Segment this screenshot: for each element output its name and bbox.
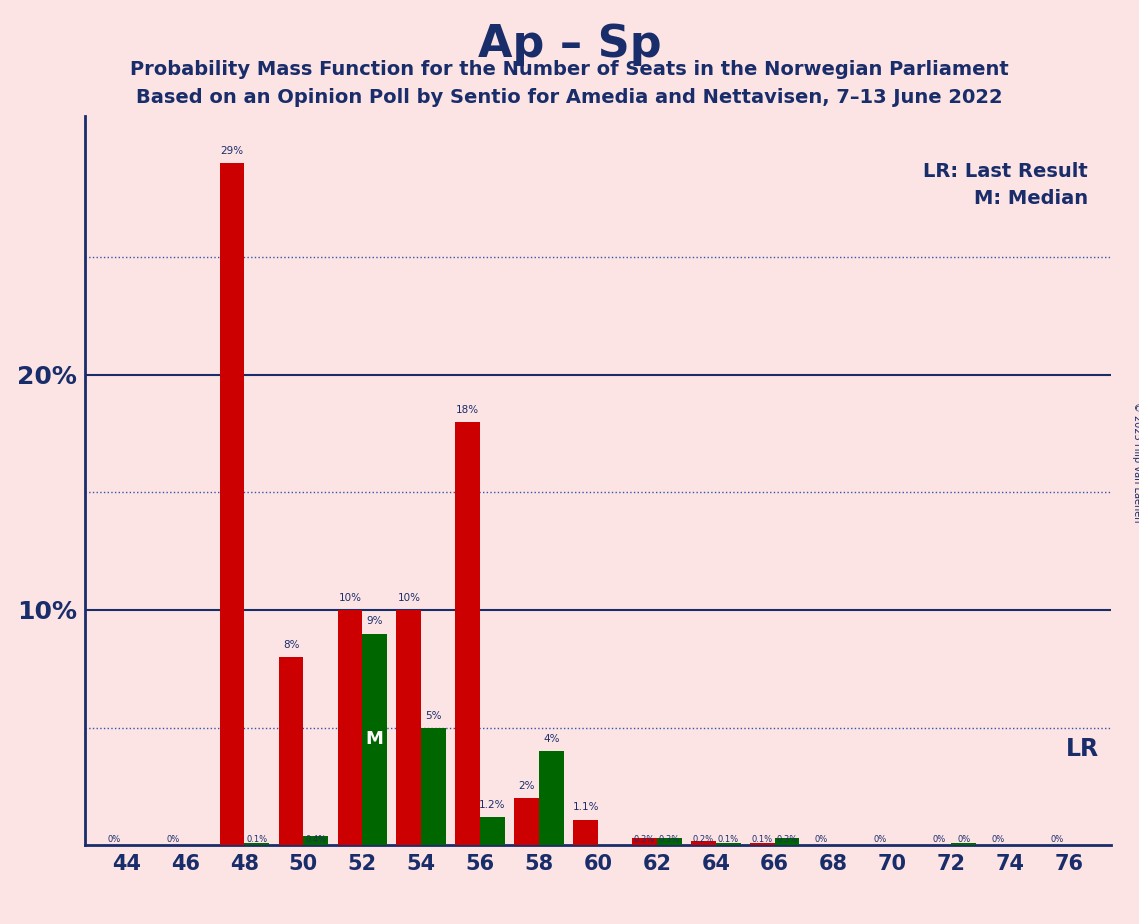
Text: 0.1%: 0.1%: [246, 835, 268, 845]
Text: M: M: [366, 731, 384, 748]
Bar: [657, 838, 681, 845]
Text: 0.4%: 0.4%: [305, 835, 327, 845]
Text: 9%: 9%: [367, 616, 383, 626]
Text: 4%: 4%: [543, 735, 559, 744]
Text: Probability Mass Function for the Number of Seats in the Norwegian Parliament: Probability Mass Function for the Number…: [130, 60, 1009, 79]
Text: 0%: 0%: [874, 835, 887, 845]
Text: 0%: 0%: [957, 835, 970, 845]
Text: 0.3%: 0.3%: [658, 835, 680, 845]
Bar: [456, 421, 481, 845]
Text: 1.2%: 1.2%: [480, 800, 506, 810]
Bar: [573, 820, 598, 845]
Text: 5%: 5%: [425, 711, 442, 721]
Text: LR: Last Result: LR: Last Result: [923, 162, 1088, 181]
Text: Ap – Sp: Ap – Sp: [477, 23, 662, 67]
Text: 0.3%: 0.3%: [777, 835, 797, 845]
Text: 0%: 0%: [991, 835, 1005, 845]
Text: 0.3%: 0.3%: [634, 835, 655, 845]
Text: M: Median: M: Median: [974, 189, 1088, 209]
Bar: [337, 610, 362, 845]
Bar: [362, 634, 387, 845]
Bar: [775, 838, 800, 845]
Text: 0%: 0%: [933, 835, 945, 845]
Text: Based on an Opinion Poll by Sentio for Amedia and Nettavisen, 7–13 June 2022: Based on an Opinion Poll by Sentio for A…: [137, 88, 1002, 107]
Text: 18%: 18%: [457, 405, 480, 415]
Text: 0.1%: 0.1%: [752, 835, 773, 845]
Text: 10%: 10%: [398, 593, 420, 603]
Text: 10%: 10%: [338, 593, 361, 603]
Bar: [303, 836, 328, 845]
Text: 29%: 29%: [221, 146, 244, 155]
Bar: [691, 841, 715, 845]
Bar: [481, 817, 505, 845]
Bar: [279, 657, 303, 845]
Text: 0%: 0%: [166, 835, 180, 845]
Text: 0%: 0%: [814, 835, 828, 845]
Text: 8%: 8%: [282, 640, 300, 650]
Bar: [421, 728, 446, 845]
Text: 0%: 0%: [108, 835, 121, 845]
Text: 0.1%: 0.1%: [718, 835, 739, 845]
Bar: [749, 843, 775, 845]
Bar: [245, 843, 269, 845]
Bar: [539, 751, 564, 845]
Text: 0.2%: 0.2%: [693, 835, 714, 845]
Text: 1.1%: 1.1%: [573, 803, 599, 812]
Text: © 2025 Filip van Laenen: © 2025 Filip van Laenen: [1132, 402, 1139, 522]
Text: LR: LR: [1066, 737, 1099, 761]
Bar: [715, 843, 740, 845]
Text: 0%: 0%: [1050, 835, 1064, 845]
Bar: [632, 838, 657, 845]
Bar: [220, 163, 245, 845]
Bar: [951, 843, 976, 845]
Text: 2%: 2%: [518, 782, 535, 791]
Bar: [396, 610, 421, 845]
Bar: [515, 798, 539, 845]
